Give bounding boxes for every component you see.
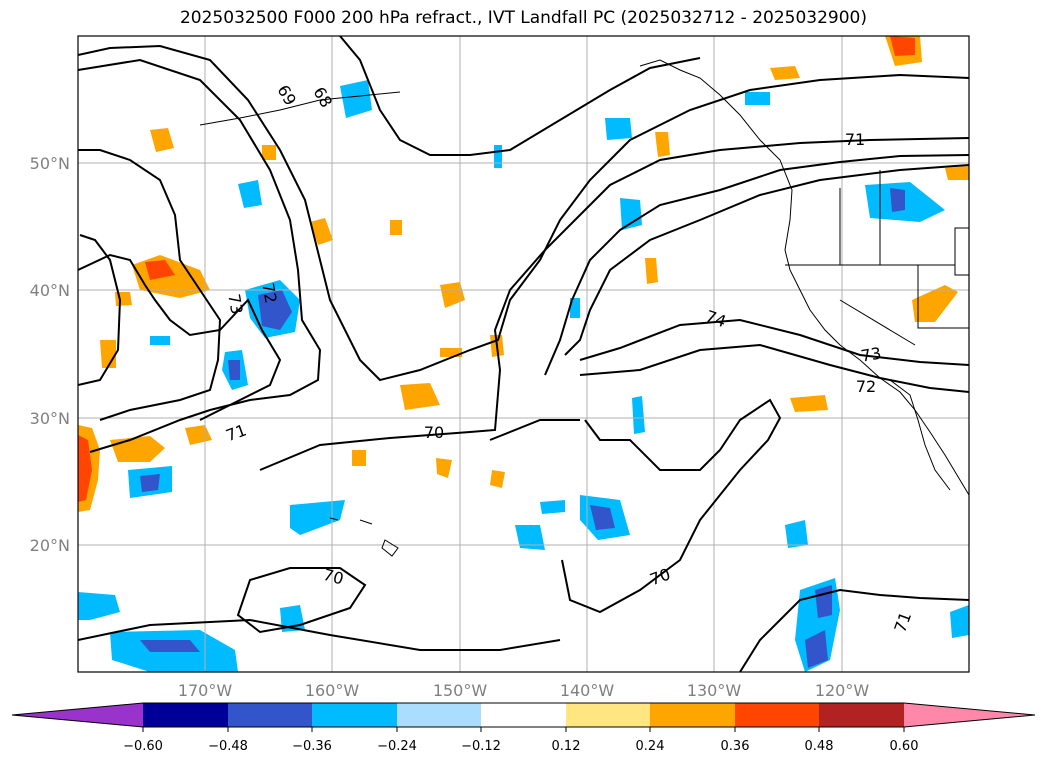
colorbar-tick-label: −0.48 — [208, 739, 248, 754]
colorbar-tick-label: 0.36 — [721, 739, 750, 754]
colorbar-segment — [819, 703, 904, 727]
contour-label: 72 — [258, 281, 280, 304]
longitude-labels: 170°W 160°W 150°W 140°W 130°W 120°W — [178, 681, 870, 700]
latitude-label: 30°N — [30, 409, 70, 428]
colorbar-tick-label: 0.12 — [552, 739, 581, 754]
contour-label: 72 — [856, 377, 876, 396]
colorbar-segment — [566, 703, 650, 727]
map-title: 2025032500 F000 200 hPa refract., IVT La… — [179, 8, 867, 28]
latitude-label: 50°N — [30, 154, 70, 173]
colorbar-segment — [397, 703, 481, 727]
colorbar-tick-label: −0.60 — [123, 739, 163, 754]
longitude-label: 170°W — [178, 681, 233, 700]
longitude-label: 150°W — [433, 681, 488, 700]
colorbar-over-arrow — [904, 703, 1035, 727]
contour-label: 73 — [859, 343, 882, 365]
colorbar: −0.60 −0.48 −0.36 −0.24 −0.12 0.12 0.24 … — [11, 702, 1036, 754]
colorbar-tick-label: 0.60 — [890, 739, 919, 754]
contour-label: 70 — [424, 423, 444, 442]
colorbar-under-arrow — [12, 703, 143, 727]
colorbar-segment — [228, 703, 312, 727]
contour-label: 71 — [845, 130, 865, 149]
colorbar-tick-label: 0.48 — [805, 739, 834, 754]
longitude-label: 130°W — [687, 681, 742, 700]
colorbar-segment — [143, 703, 228, 727]
longitude-label: 140°W — [560, 681, 615, 700]
longitude-label: 160°W — [305, 681, 360, 700]
plot-frame — [77, 35, 970, 673]
colorbar-segment — [735, 703, 819, 727]
map-plot-area: 70 70 70 71 71 71 72 72 73 73 74 69 68 — [77, 35, 970, 673]
longitude-label: 120°W — [815, 681, 870, 700]
latitude-label: 40°N — [30, 281, 70, 300]
colorbar-segment — [481, 703, 566, 727]
latitude-label: 20°N — [30, 536, 70, 555]
colorbar-segment — [650, 703, 735, 727]
colorbar-ticks — [142, 727, 905, 732]
colorbar-tick-label: −0.12 — [461, 739, 501, 754]
colorbar-segment — [312, 703, 397, 727]
colorbar-tick-label: −0.36 — [292, 739, 332, 754]
colorbar-tick-label: 0.24 — [636, 739, 665, 754]
contour-label: 70 — [321, 565, 346, 589]
contour-lines — [78, 36, 969, 672]
latitude-labels: 50°N 40°N 30°N 20°N — [30, 154, 70, 555]
contour-label: 73 — [224, 292, 246, 315]
coastlines — [199, 59, 969, 557]
colorbar-tick-label: −0.24 — [377, 739, 417, 754]
